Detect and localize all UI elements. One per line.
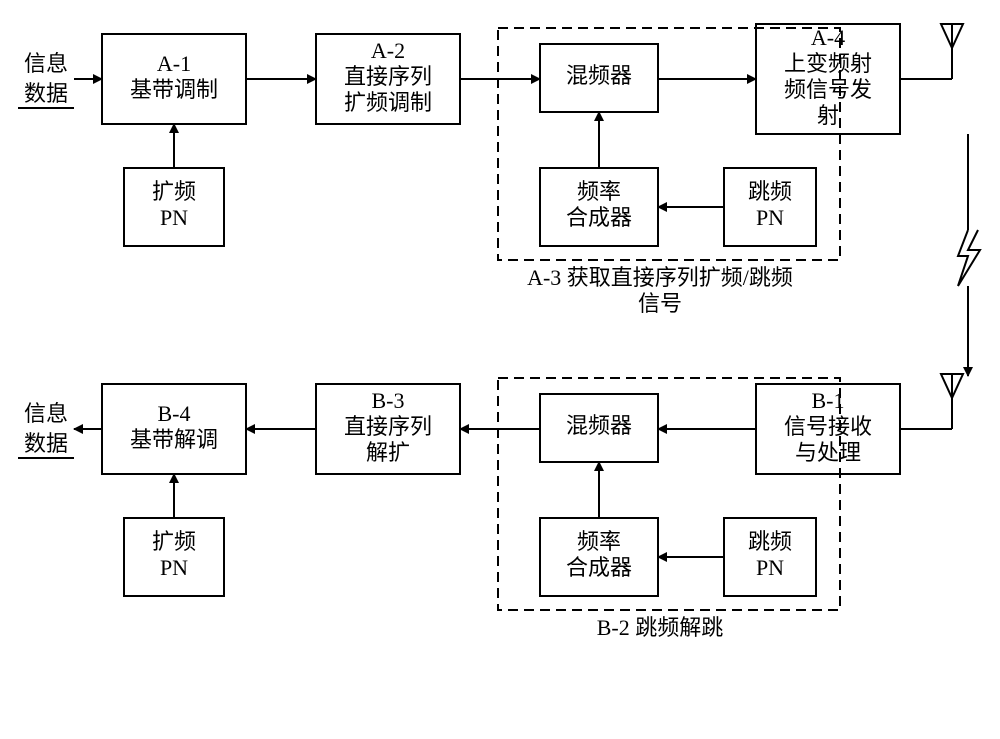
- box-B3: B-3直接序列解扩: [316, 384, 460, 474]
- box-B1-line2: 与处理: [795, 440, 861, 465]
- side-out-l2: 数据: [24, 431, 68, 456]
- antenna-rx: [900, 374, 963, 429]
- box-A_hopPN-line1: PN: [756, 205, 784, 230]
- box-A4-line2: 频信号发: [784, 77, 872, 102]
- box-B_PN-line1: PN: [160, 555, 188, 580]
- box-B4-line0: B-4: [158, 401, 191, 426]
- box-A4: A-4上变频射频信号发射: [756, 24, 900, 134]
- box-A_mix-line0: 混频器: [566, 63, 632, 88]
- box-B_hopPN-line0: 跳频: [748, 529, 792, 554]
- box-A2: A-2直接序列扩频调制: [316, 34, 460, 124]
- box-B_synth-line0: 频率: [577, 529, 621, 554]
- group-A3-caption0: A-3 获取直接序列扩频/跳频: [527, 265, 793, 290]
- side-in-l1: 信息: [24, 51, 68, 76]
- box-B_mix: 混频器: [540, 394, 658, 462]
- side-out-l1: 信息: [24, 401, 68, 426]
- side-in-l2: 数据: [24, 81, 68, 106]
- box-A_synth: 频率合成器: [540, 168, 658, 246]
- box-B_mix-line0: 混频器: [566, 413, 632, 438]
- box-A4-line1: 上变频射: [784, 51, 872, 76]
- group-B2-caption0: B-2 跳频解跳: [597, 615, 724, 640]
- side-label-out: 信息数据: [18, 401, 74, 458]
- box-A_hopPN: 跳频PN: [724, 168, 816, 246]
- box-B1-line1: 信号接收: [784, 414, 872, 439]
- box-B_hopPN-line1: PN: [756, 555, 784, 580]
- box-A_PN: 扩频PN: [124, 168, 224, 246]
- box-B_PN-line0: 扩频: [152, 529, 196, 554]
- box-B_PN: 扩频PN: [124, 518, 224, 596]
- box-A1-line1: 基带调制: [130, 77, 218, 102]
- box-B4-line1: 基带解调: [130, 427, 218, 452]
- rf-link: [958, 134, 980, 376]
- antenna-tx: [900, 24, 963, 79]
- box-A1: A-1基带调制: [102, 34, 246, 124]
- box-A4-line3: 射: [817, 103, 839, 128]
- box-A2-line1: 直接序列: [344, 64, 432, 89]
- box-A_synth-line1: 合成器: [566, 205, 632, 230]
- box-A2-line0: A-2: [371, 38, 405, 63]
- box-A_hopPN-line0: 跳频: [748, 179, 792, 204]
- box-B_synth-line1: 合成器: [566, 555, 632, 580]
- box-B_synth: 频率合成器: [540, 518, 658, 596]
- box-A_PN-line1: PN: [160, 205, 188, 230]
- box-A_mix: 混频器: [540, 44, 658, 112]
- box-B4: B-4基带解调: [102, 384, 246, 474]
- box-B_hopPN: 跳频PN: [724, 518, 816, 596]
- box-A_synth-line0: 频率: [577, 179, 621, 204]
- group-A3-caption1: 信号: [638, 291, 682, 316]
- box-B3-line2: 解扩: [366, 440, 410, 465]
- box-B1: B-1信号接收与处理: [756, 384, 900, 474]
- box-A_PN-line0: 扩频: [152, 179, 196, 204]
- box-B3-line1: 直接序列: [344, 414, 432, 439]
- box-A2-line2: 扩频调制: [344, 90, 432, 115]
- box-B3-line0: B-3: [372, 388, 405, 413]
- box-A1-line0: A-1: [157, 51, 191, 76]
- side-label-in: 信息数据: [18, 51, 74, 108]
